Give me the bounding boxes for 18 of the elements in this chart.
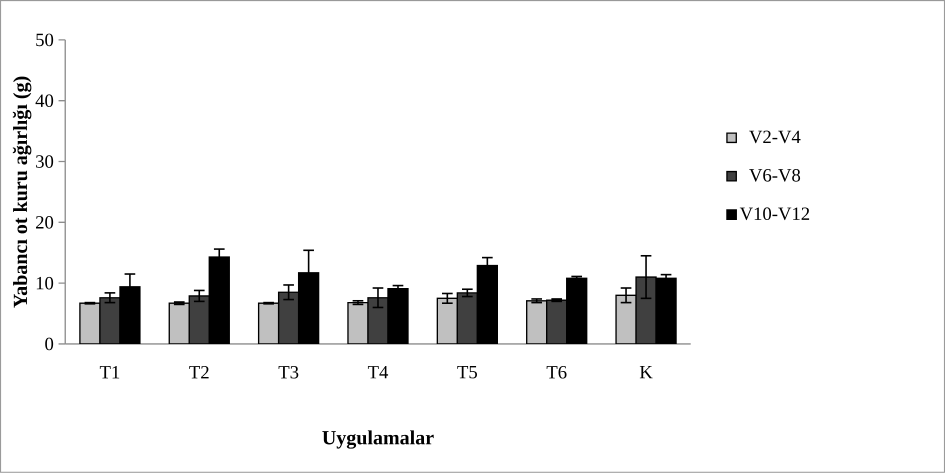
x-tick-label: T1 xyxy=(100,366,120,378)
y-tick-label: 20 xyxy=(36,216,54,229)
y-axis-title: Yabancı ot kuru ağırlığı (g) xyxy=(12,76,32,308)
y-tick-label: 10 xyxy=(36,276,54,290)
x-tick-label: K xyxy=(640,366,653,378)
y-tick-label: 0 xyxy=(45,338,54,350)
x-tick-label: T2 xyxy=(189,366,209,378)
x-tick-label: T6 xyxy=(546,366,567,379)
x-axis-title: Uygulamalar xyxy=(322,430,434,449)
x-tick-label: T3 xyxy=(278,366,298,379)
legend-label: V10-V12 xyxy=(740,207,810,220)
legend-label: V6-V8 xyxy=(749,169,800,182)
y-tick-label: 30 xyxy=(36,155,54,168)
y-tick-label: 50 xyxy=(36,34,54,46)
x-tick-label: T4 xyxy=(368,366,388,378)
x-tick-label: T5 xyxy=(457,366,477,378)
y-tick-label: 40 xyxy=(36,94,54,108)
legend-label: V2-V4 xyxy=(749,130,801,144)
